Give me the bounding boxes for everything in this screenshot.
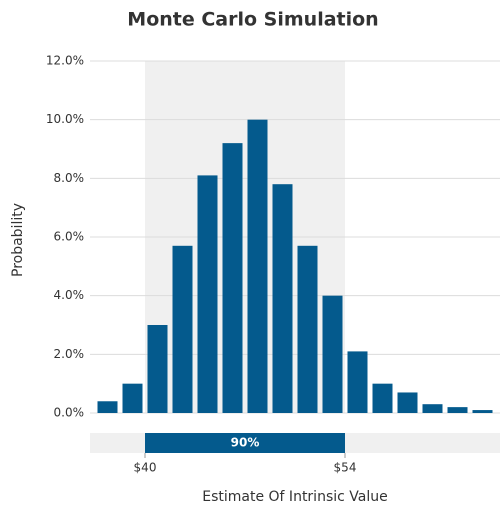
interval-bar	[145, 433, 345, 453]
bar	[247, 119, 268, 414]
y-tick-label: 4.0%	[54, 288, 85, 302]
y-tick-label: 6.0%	[54, 230, 85, 244]
bar	[472, 410, 493, 413]
interval-label: 90%	[231, 436, 260, 450]
bar	[347, 351, 368, 413]
y-tick-label: 8.0%	[54, 171, 85, 185]
bar	[222, 143, 243, 413]
bar	[372, 383, 393, 413]
bar	[322, 295, 343, 413]
bar	[422, 404, 443, 413]
bar	[447, 407, 468, 413]
x-axis-title: Estimate Of Intrinsic Value	[202, 489, 387, 505]
y-tick-label: 2.0%	[54, 347, 85, 361]
bar	[147, 325, 168, 413]
bar	[297, 245, 318, 413]
bar	[197, 175, 218, 413]
bar	[397, 392, 418, 413]
y-tick-label: 0.0%	[54, 406, 85, 420]
bar	[122, 383, 143, 413]
chart-title: Monte Carlo Simulation	[127, 9, 378, 31]
bar	[272, 184, 293, 413]
x-tick-label: $54	[334, 461, 357, 475]
bar	[172, 245, 193, 413]
y-tick-label: 10.0%	[46, 112, 84, 126]
y-tick-label: 12.0%	[46, 54, 84, 68]
x-tick-label: $40	[134, 461, 157, 475]
y-axis-title: Probability	[10, 203, 26, 277]
bar	[97, 401, 118, 413]
